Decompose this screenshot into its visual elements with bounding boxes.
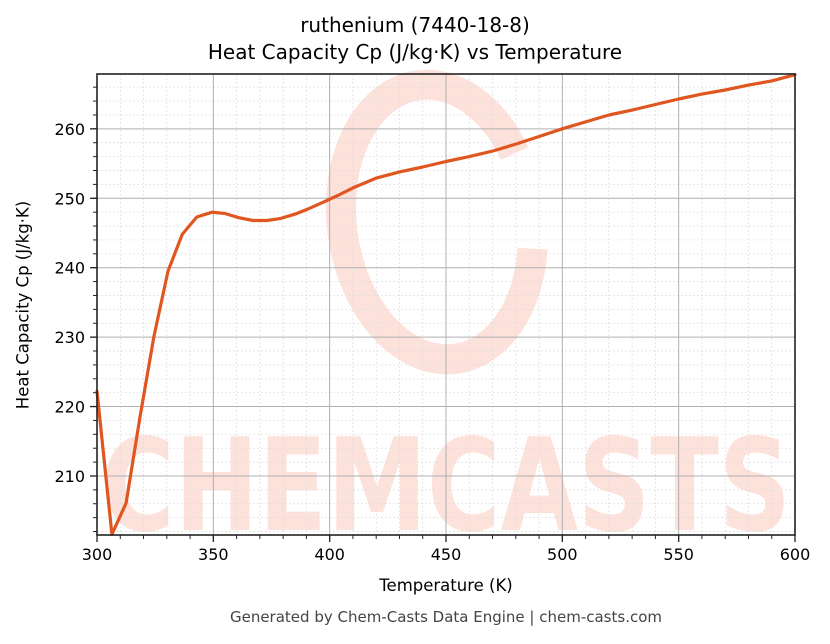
data-series bbox=[95, 73, 797, 536]
x-tick-label: 300 bbox=[82, 545, 113, 564]
y-tick-label: 220 bbox=[54, 398, 85, 417]
x-tick-label: 600 bbox=[780, 545, 811, 564]
y-axis-label: Heat Capacity Cp (J/kg·K) bbox=[13, 200, 33, 410]
x-axis-label: Temperature (K) bbox=[379, 576, 513, 595]
y-tick-label: 230 bbox=[54, 328, 85, 347]
x-tick-label: 500 bbox=[547, 545, 578, 564]
x-tick-label: 550 bbox=[663, 545, 694, 564]
footer-credit: Generated by Chem-Casts Data Engine | ch… bbox=[229, 608, 663, 626]
chart-subtitle: Heat Capacity Cp (J/kg·K) vs Temperature bbox=[207, 40, 623, 64]
x-tick-label: 450 bbox=[431, 545, 462, 564]
watermark-ring-icon bbox=[325, 69, 549, 375]
y-tick-label: 260 bbox=[54, 120, 85, 139]
x-tick-label: 350 bbox=[198, 545, 229, 564]
x-axis-ticks: 300 350 400 450 500 550 600 bbox=[82, 535, 811, 564]
y-axis-ticks: 210 220 230 240 250 260 bbox=[54, 86, 97, 533]
chart-title: ruthenium (7440-18-8) bbox=[300, 13, 530, 37]
x-tick-label: 400 bbox=[314, 545, 345, 564]
y-tick-label: 210 bbox=[54, 467, 85, 486]
y-tick-label: 250 bbox=[54, 189, 85, 208]
series-line bbox=[95, 73, 797, 536]
y-tick-label: 240 bbox=[54, 259, 85, 278]
